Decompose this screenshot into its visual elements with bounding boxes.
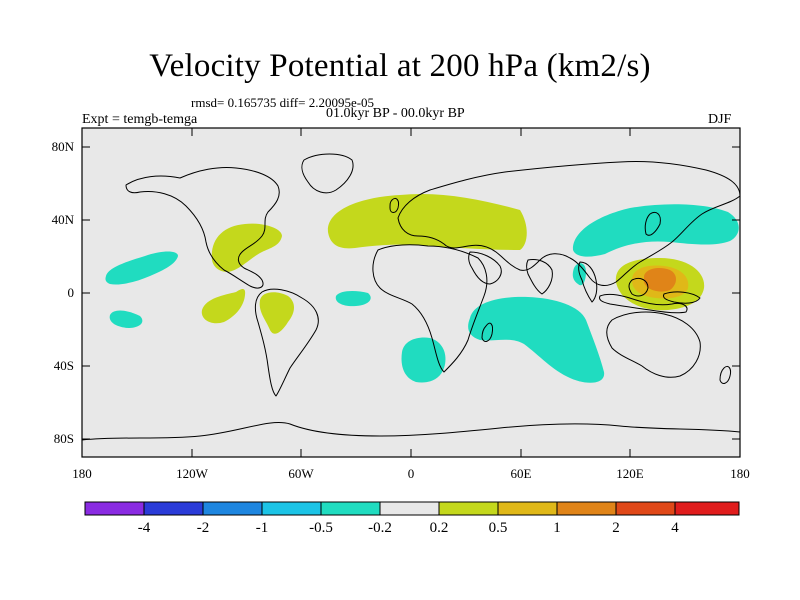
lon-label-0: 0 (407, 466, 415, 481)
negative-anomaly-tropical-pacific (109, 310, 143, 328)
colorbar-label-8: 2 (612, 520, 620, 536)
colorbar-swatch-7 (497, 501, 558, 516)
indochina-coast (578, 261, 598, 303)
lon-label-180w: 180 (72, 466, 92, 481)
colorbar-swatch-6 (438, 501, 499, 516)
season-label: DJF (708, 112, 732, 127)
map-title: Velocity Potential at 200 hPa (km2/s) (149, 48, 651, 84)
colorbar-swatch-8 (556, 501, 617, 516)
negative-anomaly-south-atlantic (401, 337, 446, 383)
colorbar-label-2: -1 (255, 520, 269, 536)
lon-label-120w: 120W (176, 466, 208, 481)
colorbar-swatch-5 (379, 501, 440, 516)
indonesia-coast (599, 293, 688, 314)
south-america-coast (254, 288, 319, 397)
lon-label-60w: 60W (288, 466, 314, 481)
colorbar-label-6: 0.5 (488, 520, 508, 536)
lon-label-180e: 180 (730, 466, 750, 481)
colorbar-label-7: 1 (553, 520, 561, 536)
positive-anomaly-peak (644, 268, 676, 292)
colorbar-label-0: -4 (137, 520, 151, 536)
negative-anomaly-north-pacific-east (105, 251, 178, 285)
colorbar (84, 501, 740, 516)
new-zealand-coast (719, 365, 731, 384)
colorbar-label-9: 4 (671, 520, 679, 536)
colorbar-swatch-4 (320, 501, 381, 516)
greenland-coast (301, 153, 354, 194)
lat-ticks (82, 146, 740, 440)
colorbar-swatch-10 (674, 501, 740, 516)
negative-anomaly-indian-ocean (468, 296, 605, 383)
colorbar-label-4: -0.2 (368, 520, 392, 536)
period-label: 01.0kyr BP - 00.0kyr BP (326, 106, 465, 121)
lat-label-80s: 80S (53, 431, 74, 446)
lat-label-40n: 40N (51, 212, 74, 227)
colorbar-label-1: -2 (196, 520, 210, 536)
colorbar-swatch-9 (615, 501, 676, 516)
australia-coast (606, 311, 701, 378)
lon-label-120e: 120E (616, 466, 644, 481)
colorbar-swatch-2 (202, 501, 263, 516)
stats-label: rmsd= 0.165735 diff= 2.20095e-05 (191, 95, 375, 110)
positive-anomaly-eurasia (327, 193, 527, 250)
arabia-coast (468, 251, 502, 285)
europe-asia-coast (397, 160, 740, 286)
madagascar-coast (481, 322, 493, 342)
new-guinea-coast (663, 291, 701, 304)
lat-label-40s: 40S (53, 358, 74, 373)
colorbar-label-3: -0.5 (309, 520, 333, 536)
lat-label-80n: 80N (51, 139, 74, 154)
coastlines (82, 153, 740, 441)
colorbar-swatch-1 (143, 501, 204, 516)
positive-anomaly-south-america (259, 292, 294, 334)
japan-coast (644, 211, 661, 236)
africa-coast (372, 244, 488, 373)
borneo-coast (628, 277, 649, 297)
antarctica-coast (82, 422, 740, 441)
negative-anomaly-equatorial-atlantic (335, 291, 371, 307)
british-isles-coast (389, 197, 399, 213)
colorbar-swatch-0 (84, 501, 145, 516)
lat-label-0: 0 (67, 285, 75, 300)
lon-label-60e: 60E (510, 466, 532, 481)
positive-anomaly-east-pacific (201, 288, 246, 324)
experiment-label: Expt = temgb-temga (82, 112, 198, 127)
north-america-coast (125, 167, 280, 289)
colorbar-label-5: 0.2 (429, 520, 449, 536)
india-coast (526, 259, 553, 295)
lon-ticks (81, 128, 741, 457)
colorbar-swatch-3 (261, 501, 322, 516)
